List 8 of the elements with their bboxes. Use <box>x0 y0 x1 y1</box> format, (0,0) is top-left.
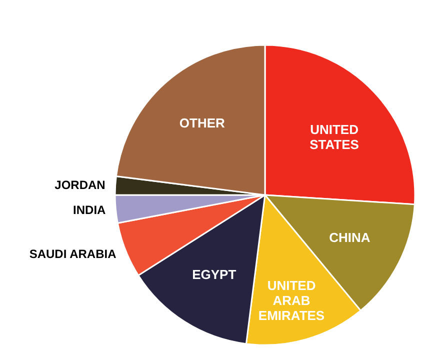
slice-label: SAUDI ARABIA <box>29 246 117 261</box>
slice-label: OTHER <box>179 116 226 131</box>
slice-label: UNITED ARAB EMIRATES <box>258 278 325 324</box>
slice-label: INDIA <box>73 203 106 218</box>
slice-label: CHINA <box>329 230 371 246</box>
slice-label: JORDAN <box>54 178 106 192</box>
slice-label: EGYPT <box>192 267 236 282</box>
slice-label: UNITED STATES <box>310 122 360 152</box>
